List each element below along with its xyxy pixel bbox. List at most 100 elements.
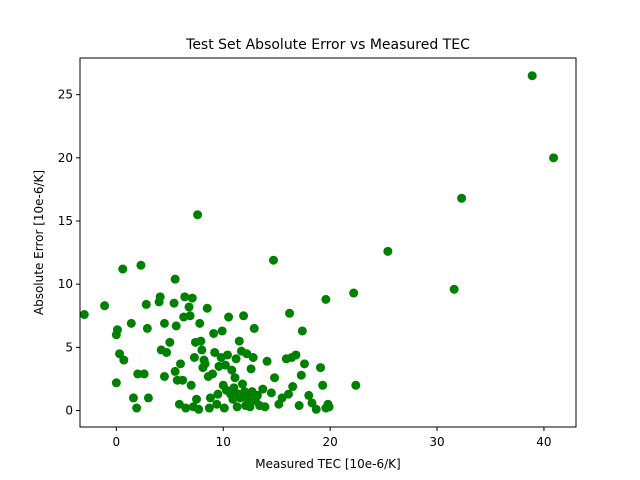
data-point — [155, 292, 165, 302]
data-point — [189, 353, 199, 362]
data-point — [232, 402, 242, 412]
data-point — [162, 347, 172, 357]
data-point — [549, 153, 559, 163]
data-point — [141, 299, 151, 309]
data-point — [266, 388, 276, 398]
data-point — [224, 312, 234, 322]
data-point — [181, 403, 191, 413]
data-point — [237, 379, 247, 389]
data-point — [297, 326, 307, 336]
axis-ticks: 0 10 20 30 40 0 5 10 15 20 25 — [58, 88, 552, 449]
data-point — [209, 328, 219, 338]
data-point — [457, 193, 467, 203]
data-point — [202, 303, 212, 313]
data-point — [186, 380, 196, 390]
data-point — [204, 403, 214, 413]
data-point — [294, 401, 304, 411]
data-point — [249, 323, 259, 333]
data-point — [205, 393, 215, 403]
data-point — [260, 402, 270, 412]
data-point — [230, 373, 240, 383]
data-point — [210, 347, 220, 357]
data-point — [311, 404, 321, 414]
data-point — [252, 390, 262, 400]
data-point — [118, 264, 128, 274]
data-point — [239, 311, 249, 321]
data-point — [142, 323, 152, 333]
data-point — [220, 360, 230, 370]
data-point — [262, 356, 272, 366]
x-tick-label: 10 — [216, 435, 231, 449]
data-point — [197, 345, 207, 355]
data-point — [132, 403, 142, 413]
data-point — [270, 373, 280, 383]
data-point — [304, 390, 314, 400]
data-point — [169, 298, 179, 308]
data-point — [79, 310, 89, 320]
data-point — [196, 336, 206, 346]
data-point — [175, 359, 185, 369]
data-point — [321, 294, 331, 304]
data-point — [318, 380, 328, 390]
data-point — [194, 404, 204, 414]
data-point — [324, 402, 334, 412]
data-points — [79, 71, 559, 414]
data-point — [288, 382, 298, 392]
data-point — [299, 359, 309, 369]
data-point — [291, 350, 301, 360]
data-point — [316, 363, 326, 373]
y-tick-label: 0 — [65, 404, 73, 418]
x-tick-label: 40 — [536, 435, 551, 449]
data-point — [187, 293, 197, 303]
data-point — [285, 308, 295, 318]
data-point — [159, 318, 169, 328]
data-point — [223, 350, 233, 360]
data-point — [119, 355, 129, 365]
data-point — [126, 318, 136, 328]
y-tick-label: 20 — [58, 151, 73, 165]
data-point — [268, 255, 278, 265]
data-point — [213, 389, 223, 399]
data-point — [527, 71, 537, 81]
data-point — [307, 398, 317, 408]
data-point — [200, 359, 210, 369]
data-point — [192, 394, 202, 404]
plot-area-frame — [79, 57, 577, 428]
data-point — [139, 369, 149, 379]
data-point — [112, 325, 122, 335]
data-point — [248, 353, 258, 362]
data-point — [227, 365, 237, 375]
data-point — [171, 321, 181, 331]
x-axis-label: Measured TEC [10e-6/K] — [255, 457, 400, 471]
y-tick-label: 15 — [58, 214, 73, 228]
y-tick-label: 25 — [58, 88, 73, 102]
data-point — [219, 403, 229, 413]
data-point — [159, 371, 169, 381]
y-axis-label: Absolute Error [10e-6/K] — [32, 170, 46, 315]
data-point — [245, 402, 255, 412]
chart-title: Test Set Absolute Error vs Measured TEC — [185, 37, 470, 53]
data-point — [296, 370, 306, 380]
data-point — [234, 336, 244, 346]
data-point — [235, 393, 245, 403]
data-point — [258, 384, 268, 394]
data-point — [231, 354, 241, 364]
data-point — [351, 380, 361, 390]
data-point — [170, 366, 180, 376]
data-point — [208, 369, 218, 379]
data-point — [100, 301, 110, 311]
data-point — [229, 383, 239, 393]
data-point — [383, 246, 393, 256]
data-point — [217, 326, 227, 336]
y-tick-label: 5 — [65, 340, 73, 354]
data-point — [133, 369, 143, 379]
y-tick-label: 10 — [58, 277, 73, 291]
data-point — [195, 318, 205, 328]
data-point — [212, 399, 222, 409]
data-point — [178, 375, 188, 385]
data-point — [180, 292, 190, 302]
x-tick-label: 0 — [113, 435, 121, 449]
data-point — [111, 378, 121, 388]
data-point — [143, 393, 153, 403]
data-point — [283, 389, 293, 399]
